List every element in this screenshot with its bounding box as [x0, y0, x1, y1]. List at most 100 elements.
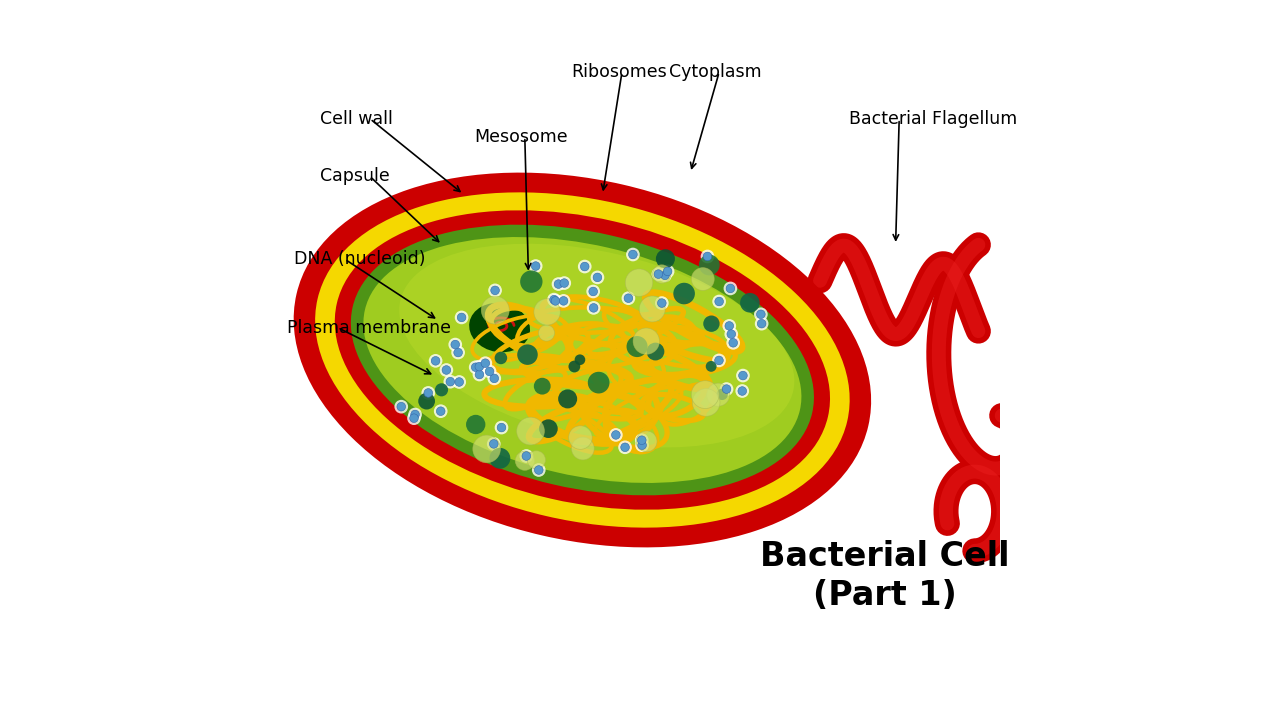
Text: Bacterial Flagellum: Bacterial Flagellum — [849, 110, 1018, 128]
Circle shape — [531, 262, 540, 271]
Circle shape — [483, 364, 497, 378]
Circle shape — [527, 451, 545, 469]
Text: Cytoplasm: Cytoplasm — [669, 63, 762, 81]
Circle shape — [568, 426, 593, 449]
Circle shape — [652, 267, 666, 281]
Circle shape — [691, 381, 719, 408]
Circle shape — [663, 267, 672, 276]
Circle shape — [424, 389, 433, 397]
Circle shape — [552, 277, 566, 291]
Circle shape — [411, 410, 420, 419]
Circle shape — [755, 317, 768, 330]
Circle shape — [468, 361, 483, 374]
Text: DNA (nucleoid): DNA (nucleoid) — [294, 251, 426, 269]
Circle shape — [436, 407, 445, 415]
Circle shape — [475, 362, 484, 371]
Circle shape — [635, 438, 649, 452]
Circle shape — [488, 284, 502, 297]
Circle shape — [481, 359, 490, 367]
Circle shape — [520, 449, 534, 463]
Circle shape — [580, 262, 589, 271]
Circle shape — [703, 252, 712, 261]
Circle shape — [559, 279, 568, 287]
Ellipse shape — [470, 303, 530, 352]
Circle shape — [421, 386, 435, 400]
Circle shape — [448, 338, 462, 351]
Circle shape — [472, 368, 486, 382]
Circle shape — [568, 361, 580, 372]
Circle shape — [758, 320, 765, 328]
Circle shape — [712, 294, 726, 308]
Circle shape — [397, 402, 406, 411]
Circle shape — [532, 463, 545, 477]
Circle shape — [692, 389, 719, 416]
Ellipse shape — [351, 225, 814, 495]
Circle shape — [724, 328, 739, 341]
Circle shape — [723, 282, 737, 295]
Circle shape — [736, 384, 749, 398]
Circle shape — [754, 307, 768, 321]
Circle shape — [639, 296, 666, 322]
Circle shape — [736, 369, 750, 382]
Circle shape — [700, 250, 714, 264]
Text: Ribosomes: Ribosomes — [572, 63, 667, 81]
Circle shape — [442, 366, 451, 374]
Circle shape — [625, 294, 632, 302]
Ellipse shape — [335, 210, 829, 510]
Circle shape — [646, 343, 664, 361]
Circle shape — [517, 344, 538, 365]
Circle shape — [410, 414, 419, 423]
Circle shape — [488, 372, 500, 385]
Circle shape — [637, 436, 646, 444]
Circle shape — [539, 419, 558, 438]
Circle shape — [756, 310, 765, 319]
Circle shape — [618, 441, 632, 454]
Circle shape — [722, 384, 731, 393]
Circle shape — [705, 361, 717, 372]
Text: Cell wall: Cell wall — [320, 110, 393, 128]
Circle shape — [612, 431, 621, 439]
Circle shape — [589, 304, 598, 312]
Circle shape — [481, 296, 509, 324]
Circle shape — [494, 420, 508, 434]
Circle shape — [435, 383, 448, 397]
Circle shape — [707, 383, 730, 406]
Circle shape — [635, 433, 649, 447]
Circle shape — [429, 354, 443, 368]
Circle shape — [577, 260, 591, 274]
Circle shape — [703, 315, 719, 332]
Ellipse shape — [315, 192, 850, 528]
Circle shape — [726, 336, 740, 350]
Circle shape — [609, 428, 622, 442]
Circle shape — [534, 299, 561, 325]
Circle shape — [557, 294, 571, 307]
Circle shape — [454, 348, 462, 357]
Circle shape — [558, 390, 577, 408]
Circle shape — [489, 440, 498, 449]
Circle shape — [534, 378, 550, 395]
Circle shape — [486, 437, 500, 451]
Circle shape — [637, 441, 646, 449]
Circle shape — [673, 283, 695, 305]
Circle shape — [434, 405, 448, 418]
Circle shape — [593, 273, 602, 282]
Circle shape — [472, 360, 486, 374]
Circle shape — [516, 451, 535, 470]
Circle shape — [451, 341, 460, 349]
Circle shape — [634, 328, 659, 354]
Circle shape — [559, 297, 568, 305]
Circle shape — [658, 269, 672, 282]
Circle shape — [739, 387, 746, 395]
Circle shape — [724, 322, 733, 330]
Ellipse shape — [364, 237, 801, 483]
Circle shape — [408, 408, 422, 421]
Circle shape — [653, 265, 671, 283]
Circle shape — [621, 443, 630, 451]
Circle shape — [431, 356, 440, 365]
Circle shape — [497, 423, 506, 432]
Circle shape — [719, 382, 733, 396]
Circle shape — [535, 466, 543, 474]
Circle shape — [722, 319, 736, 333]
Circle shape — [485, 367, 494, 376]
Circle shape — [740, 293, 759, 312]
